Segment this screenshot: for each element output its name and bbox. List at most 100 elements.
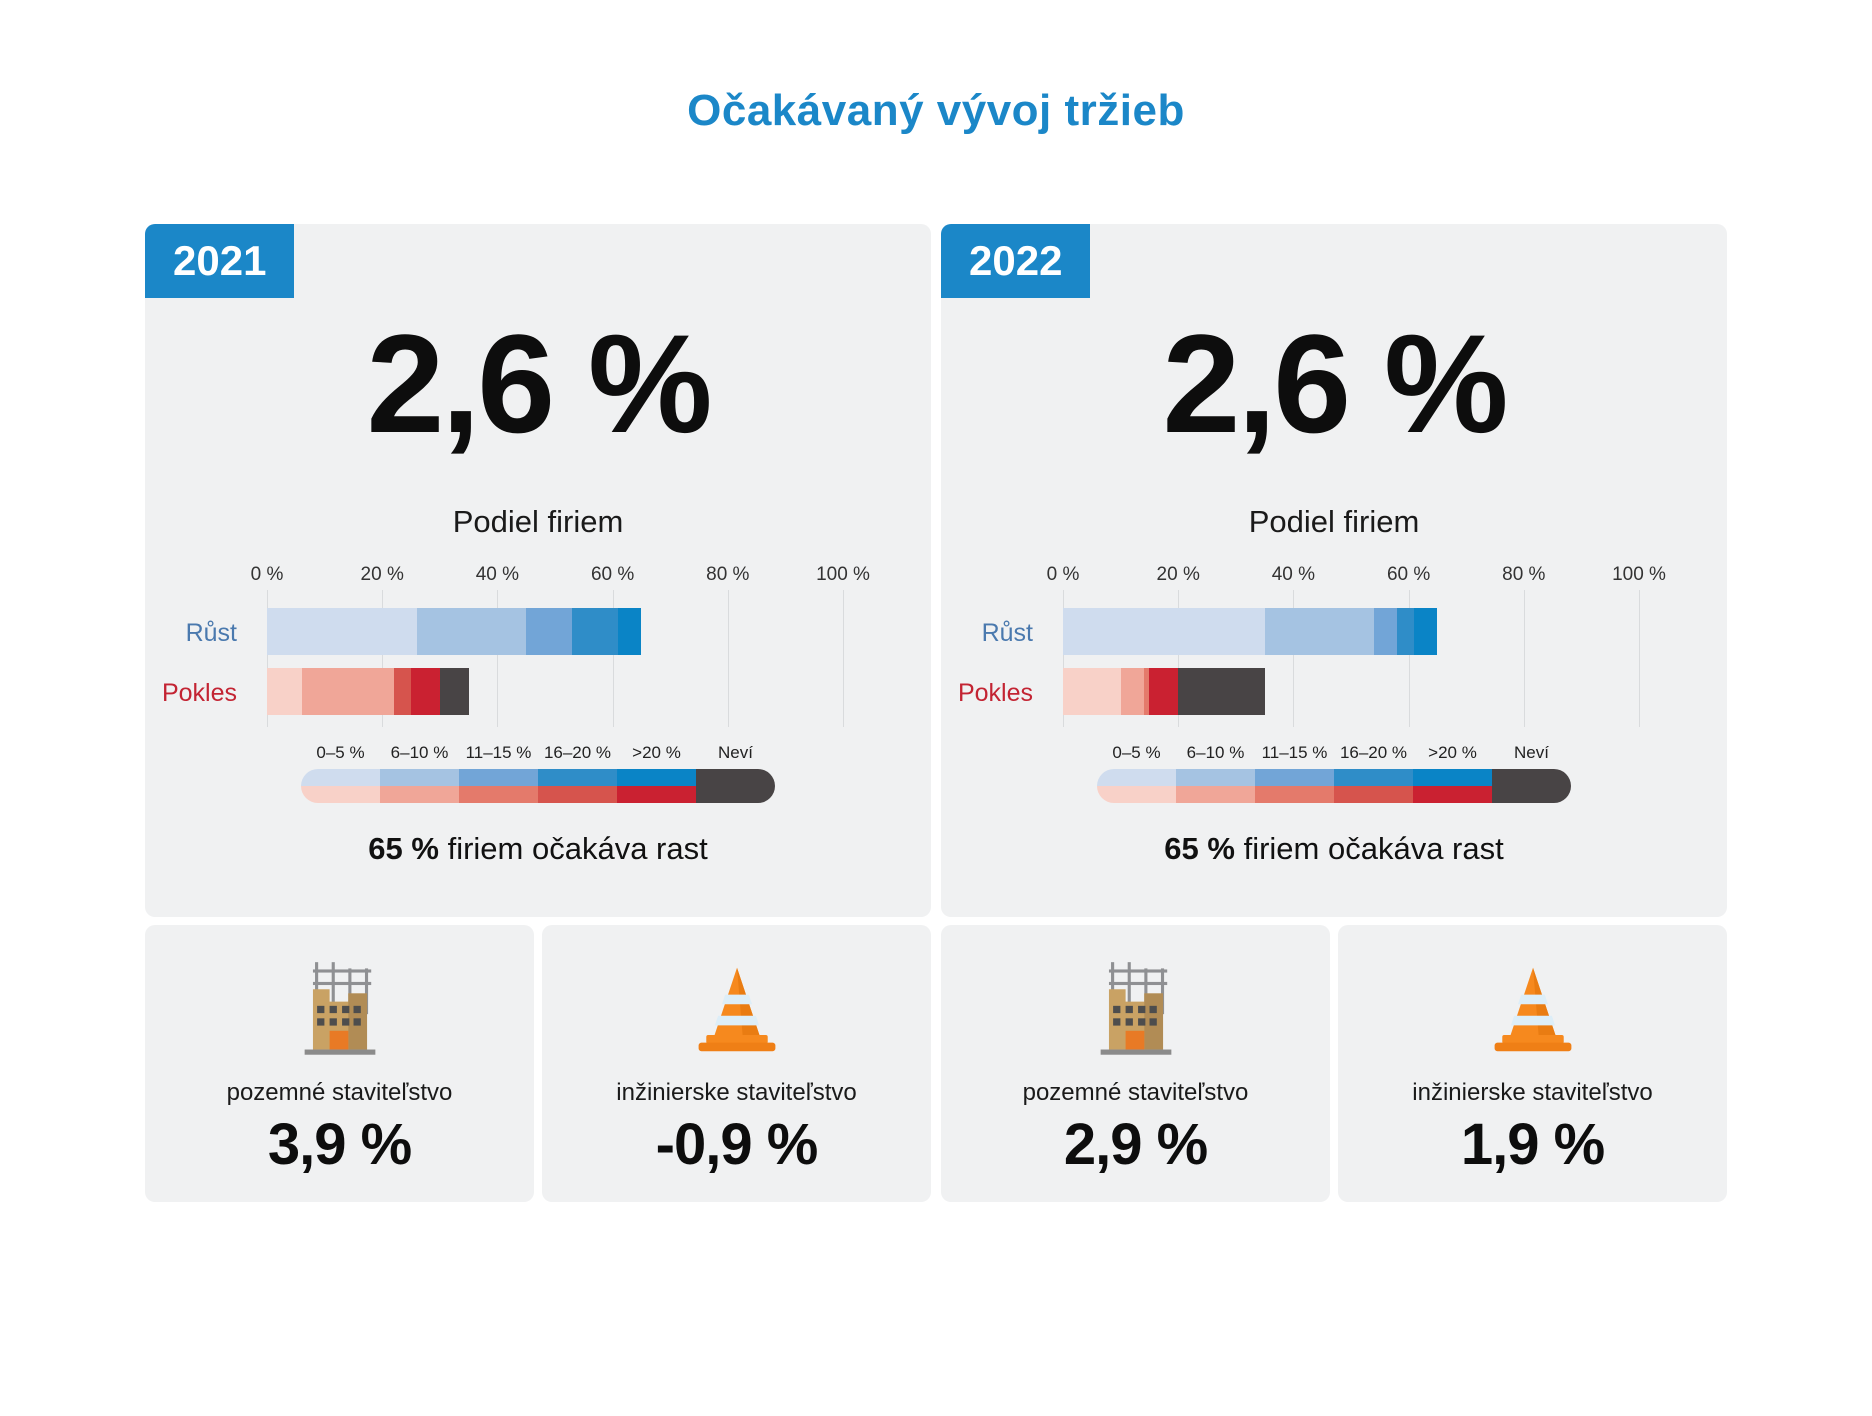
sector-value: 2,9 %: [1063, 1112, 1208, 1177]
bar-row-growth: [267, 608, 843, 655]
sector-card: inžinierske staviteľstvo 1,9 %: [1338, 925, 1727, 1202]
stacked-bar-chart: 0 % 20 % 40 % 60 % 80 % 100 % Růst Pokles 0–5…: [145, 564, 931, 803]
legend-category-label: Neví: [718, 743, 753, 762]
legend-swatch-3: [1334, 769, 1413, 803]
grid-line: [267, 590, 268, 727]
sector-card: pozemné staviteľstvo 3,9 %: [145, 925, 534, 1202]
grid-line: [727, 590, 729, 727]
bar-row-decline: [1063, 668, 1639, 715]
bar-segment-decline-1: [1120, 668, 1144, 715]
legend-labels: 0–5 % 6–10 % 11–15 % 16–20 % >20 % Neví: [1097, 743, 1571, 763]
bar-segment-growth-3: [1397, 608, 1415, 655]
legend-category-label: 11–15 %: [465, 743, 532, 762]
legend-swatch-decline: [1255, 786, 1334, 803]
legend-swatch-decline: [1334, 786, 1413, 803]
x-axis-labels: 0 % 20 % 40 % 60 % 80 % 100 %: [1047, 564, 1666, 590]
summary-note: 65 % firiem očakáva rast: [145, 831, 931, 867]
legend-swatch-3: [538, 769, 617, 803]
sector-label: pozemné staviteľstvo: [226, 1079, 453, 1106]
bar-segment-unknown: [439, 668, 469, 715]
sector-cards: pozemné staviteľstvo 3,9 % inžinierske s…: [145, 925, 1727, 1202]
panel-2021: 2021 2,6 % Podiel firiem 0 % 20 % 40 % 60 %…: [145, 224, 931, 917]
chart-subtitle: Podiel firiem: [1248, 504, 1420, 539]
legend-swatch-decline: [1176, 786, 1255, 803]
bar-segment-decline-1: [301, 668, 394, 715]
bar-segment-decline-0: [267, 668, 302, 715]
legend-swatch-growth: [1413, 769, 1492, 786]
bar-segment-decline-4: [1149, 668, 1179, 715]
legend-swatch-0: [1097, 769, 1176, 803]
bar-segment-growth-2: [1374, 608, 1398, 655]
chart-plot: Růst Pokles: [162, 590, 844, 727]
x-tick-label: 80 %: [1502, 564, 1546, 585]
legend-swatch-growth: [1097, 769, 1176, 786]
legend-swatch-5: [1492, 769, 1571, 803]
legend-category-label: >20 %: [632, 743, 681, 762]
x-tick-label: 40 %: [1271, 564, 1316, 585]
legend-category-label: 0–5 %: [316, 743, 365, 762]
legend-labels: 0–5 % 6–10 % 11–15 % 16–20 % >20 % Neví: [301, 743, 775, 763]
bar-segment-growth-3: [572, 608, 619, 655]
bar-segment-decline-0: [1063, 668, 1121, 715]
legend-swatch-1: [1176, 769, 1255, 803]
summary-note: 65 % firiem očakáva rast: [941, 831, 1727, 867]
legend-swatch-decline: [538, 786, 617, 803]
legend-swatch-growth: [459, 769, 538, 786]
x-tick-label: 0 %: [1046, 564, 1080, 585]
grid-line: [843, 590, 844, 727]
legend-category-label: 16–20 %: [1339, 743, 1408, 762]
legend-strip: [301, 769, 775, 803]
bar-segment-decline-2: [1143, 668, 1150, 715]
chart-plot: Růst Pokles: [958, 590, 1640, 727]
bar-segment-growth-1: [1264, 608, 1375, 655]
legend-category-label: 0–5 %: [1112, 743, 1161, 762]
legend: 0–5 % 6–10 % 11–15 % 16–20 % >20 % Neví: [145, 743, 931, 803]
x-tick-label: 20 %: [1156, 564, 1200, 585]
x-tick-label: 20 %: [360, 564, 404, 585]
grid-line: [382, 590, 384, 727]
grid-line: [1063, 590, 1064, 727]
legend-swatch-4: [617, 769, 696, 803]
legend-swatch-2: [1255, 769, 1334, 803]
page-title: Očakávaný vývoj tržieb: [687, 86, 1185, 135]
sector-card: inžinierske staviteľstvo -0,9 %: [542, 925, 931, 1202]
x-tick-label: 40 %: [475, 564, 520, 585]
note-text: firiem očakáva rast: [1243, 831, 1504, 866]
grid-line: [1293, 590, 1295, 727]
bar-row-decline: [267, 668, 843, 715]
headline-value: 2,6 %: [1162, 305, 1509, 462]
legend-swatch-decline: [459, 786, 538, 803]
bar-row-growth: [1063, 608, 1639, 655]
legend-category-label: >20 %: [1428, 743, 1477, 762]
legend-swatch-decline: [617, 786, 696, 803]
legend-swatch-0: [301, 769, 380, 803]
stacked-bar-chart: 0 % 20 % 40 % 60 % 80 % 100 % Růst Pokles 0–5…: [941, 564, 1727, 803]
legend-category-label: 6–10 %: [390, 743, 449, 762]
traffic-cone-icon: [1494, 967, 1571, 1052]
bar-segment-decline-4: [410, 668, 440, 715]
legend-category-label: 6–10 %: [1186, 743, 1245, 762]
bar-segment-growth-0: [267, 608, 417, 655]
note-text: firiem očakáva rast: [447, 831, 708, 866]
note-value: 65 %: [368, 831, 439, 866]
legend-swatch-5: [696, 769, 775, 803]
note-value: 65 %: [1164, 831, 1235, 866]
bar-segment-unknown: [1178, 668, 1265, 715]
year-badge: 2022: [941, 224, 1091, 298]
legend-swatch-growth: [1334, 769, 1413, 786]
bar-segment-growth-1: [416, 608, 527, 655]
x-tick-label: 100 %: [1612, 564, 1666, 585]
sector-value: -0,9 %: [655, 1112, 819, 1177]
x-tick-label: 100 %: [816, 564, 870, 585]
legend-swatch-growth: [617, 769, 696, 786]
x-tick-label: 0 %: [250, 564, 284, 585]
bar-segment-decline-3: [393, 668, 411, 715]
legend-swatch-growth: [380, 769, 459, 786]
year-panels: 2021 2,6 % Podiel firiem 0 % 20 % 40 % 60 %…: [145, 224, 1727, 917]
legend-swatch-growth: [538, 769, 617, 786]
legend-swatch-decline: [1097, 786, 1176, 803]
x-tick-label: 60 %: [1386, 564, 1431, 585]
row-label-growth: Růst: [185, 619, 237, 647]
sector-value: 3,9 %: [267, 1112, 412, 1177]
year-badge: 2021: [145, 224, 295, 298]
